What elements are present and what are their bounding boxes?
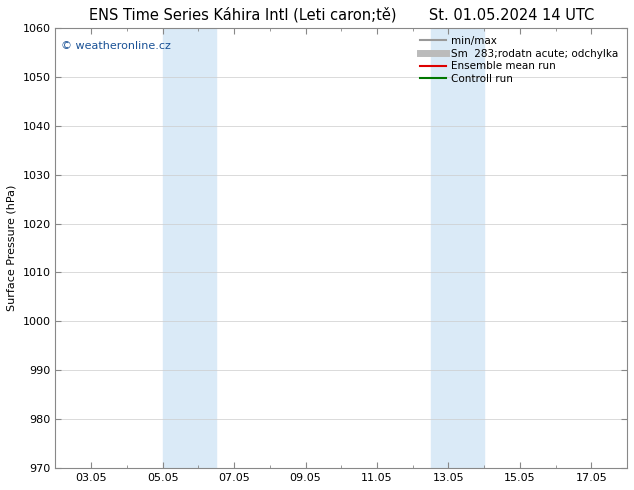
Bar — [163, 28, 216, 468]
Y-axis label: Surface Pressure (hPa): Surface Pressure (hPa) — [7, 185, 17, 311]
Legend: min/max, Sm  283;rodatn acute; odchylka, Ensemble mean run, Controll run: min/max, Sm 283;rodatn acute; odchylka, … — [417, 33, 622, 87]
Bar — [430, 28, 484, 468]
Title: ENS Time Series Káhira Intl (Leti caron;tě)       St. 01.05.2024 14 UTC: ENS Time Series Káhira Intl (Leti caron;… — [89, 7, 594, 23]
Text: © weatheronline.cz: © weatheronline.cz — [61, 41, 171, 51]
